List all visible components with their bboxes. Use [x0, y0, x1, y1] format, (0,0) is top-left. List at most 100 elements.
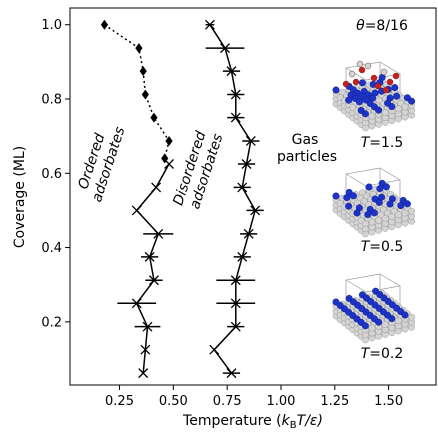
- substrate-atom: [375, 216, 382, 224]
- x-marker: [230, 89, 241, 100]
- t05-label: T=0.5: [361, 239, 404, 255]
- substrate-atom: [381, 320, 389, 328]
- x-marker: [230, 275, 241, 286]
- substrate-atom: [368, 112, 376, 120]
- adsorbate-atom: [388, 315, 396, 323]
- y-tick-label: 0.8: [41, 93, 62, 108]
- adsorbate-atom: [391, 84, 399, 92]
- x-tick-label: 0.50: [159, 394, 188, 409]
- adsorbate-atom: [388, 103, 396, 111]
- gas-particle: [380, 68, 388, 76]
- gas-label: Gas: [292, 132, 319, 148]
- x-marker: [140, 344, 151, 355]
- series-markers: [100, 19, 261, 379]
- x-axis-label: Temperature (kBT/ε): [182, 413, 323, 431]
- substrate-atom: [368, 218, 376, 226]
- x-axis-ticks: 0.25 0.50 0.75 1.00 1.25 1.50: [105, 385, 403, 409]
- x-marker: [230, 112, 241, 123]
- adsorbate-atom: [349, 192, 357, 200]
- x-marker: [151, 182, 162, 193]
- adsorbate-atom: [375, 198, 383, 206]
- adsorbate-atom: [361, 322, 369, 330]
- x-marker: [138, 368, 149, 379]
- diamond-marker: [141, 89, 149, 100]
- adsorbate-atom: [332, 192, 340, 200]
- x-marker: [230, 298, 241, 309]
- diamond-marker: [100, 19, 109, 30]
- diamond-marker: [150, 112, 158, 123]
- x-marker: [237, 182, 248, 193]
- adsorbate-atom: [370, 209, 378, 217]
- substrate-atom: [408, 313, 415, 321]
- x-tick-label: 1.25: [320, 394, 349, 409]
- gas-particle: [370, 74, 378, 82]
- gas-particle: [392, 72, 400, 80]
- adsorbate-atom: [355, 98, 363, 106]
- theta-label: θ=8/16: [356, 18, 408, 34]
- x-marker: [149, 275, 159, 286]
- substrate-atom: [408, 207, 415, 215]
- adsorbate-atom: [386, 200, 394, 208]
- y-tick-label: 1.0: [41, 18, 62, 33]
- substrate-atom: [401, 209, 409, 217]
- adsorbate-atom: [332, 86, 340, 94]
- y-axis-label: Coverage (ML): [12, 146, 28, 248]
- gas-particle: [356, 60, 364, 68]
- adsorbate-atom: [397, 202, 405, 210]
- x-tick-label: 1.50: [374, 394, 403, 409]
- x-tick-label: 0.25: [105, 394, 134, 409]
- series-line-1: [135, 163, 170, 374]
- adsorbate-atom: [353, 209, 361, 217]
- substrate-atom: [368, 324, 376, 332]
- gas-particle: [386, 78, 394, 86]
- substrate-atom: [361, 220, 369, 228]
- substrate-atom: [394, 105, 402, 113]
- t15-label: T=1.5: [361, 135, 404, 151]
- diamond-marker: [135, 43, 143, 54]
- substrate-atom: [394, 211, 402, 219]
- x-marker: [237, 251, 248, 262]
- gas-particle: [364, 62, 372, 70]
- x-marker: [153, 228, 164, 239]
- x-tick-label: 0.75: [213, 394, 242, 409]
- adsorbate-atom: [408, 97, 416, 105]
- disordered-adsorbates-label: Disordered adsorbates: [170, 125, 227, 213]
- gas-particle: [374, 82, 382, 90]
- x-tick-label: 1.00: [267, 394, 296, 409]
- plot-frame: [69, 7, 437, 386]
- series-line-2: [209, 24, 257, 374]
- x-marker: [250, 205, 261, 216]
- y-tick-label: 0.2: [41, 315, 62, 330]
- substrate-atom: [388, 213, 396, 221]
- x-marker: [220, 43, 230, 54]
- adsorbate-atom: [401, 311, 409, 319]
- adsorbate-atom: [365, 183, 373, 191]
- x-marker: [245, 136, 256, 146]
- particles-label: particles: [277, 149, 337, 165]
- gas-particle: [348, 70, 356, 78]
- y-tick-label: 0.4: [41, 241, 62, 256]
- snapshot-t02-image: [332, 273, 415, 344]
- y-tick-label: 0.6: [41, 167, 62, 182]
- t02-label: T=0.2: [361, 346, 404, 362]
- gas-particle: [382, 86, 390, 94]
- x-marker: [144, 251, 155, 262]
- x-marker: [241, 159, 252, 169]
- snapshot-t05-image: [332, 167, 415, 238]
- x-marker: [204, 19, 215, 30]
- adsorbate-atom: [375, 318, 383, 326]
- y-axis-ticks: 0.2 0.4 0.6 0.8 1.0: [41, 18, 70, 330]
- adsorbate-atom: [345, 202, 353, 210]
- substrate-atom: [381, 214, 389, 222]
- substrate-atom: [381, 109, 389, 116]
- snapshot-t15-image: [332, 60, 416, 132]
- x-marker: [131, 298, 142, 309]
- substrate-atom: [401, 103, 409, 111]
- gas-particle: [352, 78, 360, 86]
- x-marker: [131, 205, 142, 216]
- adsorbate-atom: [358, 79, 366, 87]
- adsorbate-atom: [343, 194, 351, 202]
- x-marker: [243, 228, 254, 239]
- x-marker: [226, 368, 237, 379]
